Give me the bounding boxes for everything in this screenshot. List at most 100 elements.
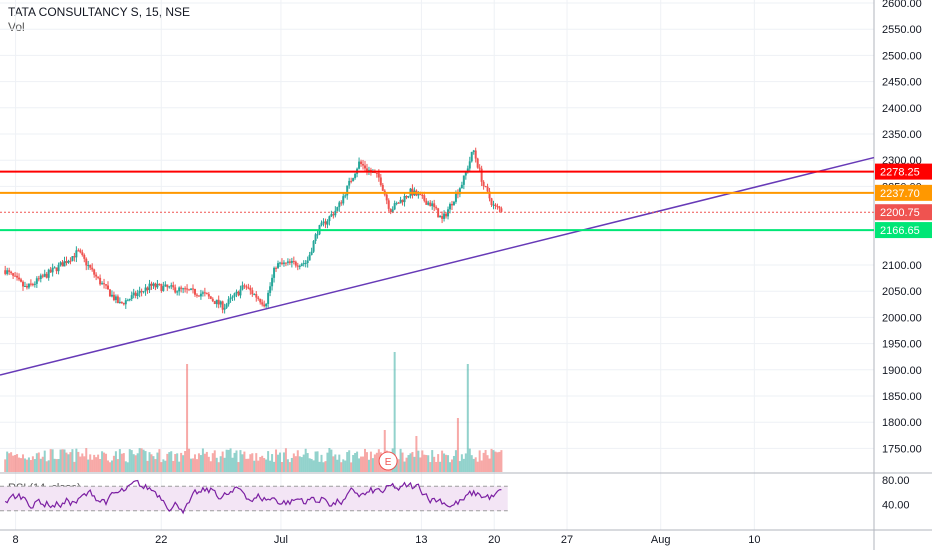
candle-body	[35, 278, 38, 284]
volume-bar	[243, 451, 246, 472]
candle-body	[439, 216, 442, 218]
candle-body	[261, 302, 264, 305]
candle-body	[237, 291, 240, 296]
candle-body	[152, 283, 155, 286]
volume-bar	[59, 449, 62, 472]
volume-bar	[65, 452, 68, 472]
volume-bar	[152, 456, 155, 472]
volume-bar	[411, 451, 414, 472]
volume-bar	[201, 448, 204, 472]
volume-bar	[443, 453, 446, 472]
volume-bar	[474, 457, 477, 472]
volume-bar	[211, 453, 214, 472]
y-tick-label: 2350.00	[882, 129, 922, 141]
candle-body	[452, 201, 455, 206]
volume-bar	[215, 457, 218, 472]
candle-body	[269, 286, 272, 293]
volume-bar	[10, 452, 13, 472]
volume-bar	[79, 456, 82, 472]
volume-bar	[346, 452, 349, 472]
candle-body	[474, 150, 477, 159]
candle-body	[162, 286, 165, 291]
candle-body	[12, 273, 15, 276]
volume-bar	[203, 453, 206, 472]
volume-bar	[118, 449, 121, 472]
volume-bar	[138, 448, 141, 472]
volume-bar	[263, 458, 266, 472]
candle-body	[170, 285, 173, 287]
candle-body	[342, 196, 345, 204]
candle-body	[362, 164, 365, 166]
volume-bar	[375, 452, 378, 472]
volume-bar	[490, 448, 493, 472]
volume-bar	[47, 460, 50, 472]
candle-body	[201, 292, 204, 294]
candle-body	[124, 300, 127, 305]
volume-bar	[342, 459, 345, 472]
candle-body	[344, 195, 347, 197]
volume-bar	[273, 461, 276, 472]
candle-body	[101, 283, 104, 285]
volume-bar	[16, 454, 19, 472]
volume-bar	[271, 454, 274, 472]
candle-body	[79, 250, 82, 253]
x-tick-label: Jul	[274, 534, 288, 546]
y-tick-label: 2450.00	[882, 77, 922, 89]
candle-body	[360, 161, 363, 165]
volume-bar	[221, 451, 224, 472]
candle-body	[399, 199, 402, 204]
price-level-badge	[875, 222, 932, 239]
volume-bar	[142, 449, 145, 472]
y-tick-label: 2100.00	[882, 260, 922, 272]
volume-bar	[403, 461, 406, 472]
rsi-line	[4, 479, 502, 515]
candle-body	[166, 284, 169, 288]
candle-body	[61, 262, 64, 267]
volume-bar	[223, 457, 226, 472]
candle-body	[421, 194, 424, 196]
volume-bar	[170, 451, 173, 472]
volume-bar	[415, 436, 418, 472]
y-tick-label: 2550.00	[882, 24, 922, 36]
candle-body	[306, 260, 309, 263]
volume-bar	[87, 459, 90, 472]
volume-bar	[278, 452, 281, 472]
candle-body	[302, 263, 305, 265]
candle-body	[241, 285, 244, 290]
candle-body	[213, 301, 216, 305]
volume-bar	[277, 454, 280, 472]
volume-bar	[49, 449, 52, 472]
volume-bar	[371, 458, 374, 472]
earnings-marker	[378, 451, 398, 471]
candle-body	[367, 169, 370, 171]
volume-bar	[373, 454, 376, 472]
candle-body	[87, 265, 90, 267]
candle-body	[350, 180, 353, 182]
volume-bar	[77, 451, 80, 472]
candle-body	[154, 283, 157, 288]
volume-bar	[460, 454, 463, 472]
volume-bar	[43, 450, 46, 472]
volume-bar	[140, 448, 143, 472]
candle-body	[354, 173, 357, 179]
volume-bar	[413, 456, 416, 472]
candle-body	[134, 292, 137, 297]
candle-body	[168, 286, 171, 288]
x-tick-label: 8	[13, 534, 19, 546]
volume-bar	[265, 459, 268, 472]
candle-body	[288, 261, 291, 263]
volume-bar	[431, 450, 434, 472]
volume-bar	[294, 456, 297, 472]
candle-body	[164, 284, 167, 287]
volume-bar	[312, 460, 315, 472]
x-tick-label: 22	[155, 534, 167, 546]
volume-bar	[464, 453, 467, 472]
volume-bar	[449, 462, 452, 472]
volume-bar	[174, 454, 177, 472]
volume-bar	[429, 462, 432, 472]
candle-body	[195, 294, 198, 296]
volume-bar	[23, 458, 26, 472]
candle-body	[334, 210, 337, 216]
volume-bar	[235, 450, 238, 472]
